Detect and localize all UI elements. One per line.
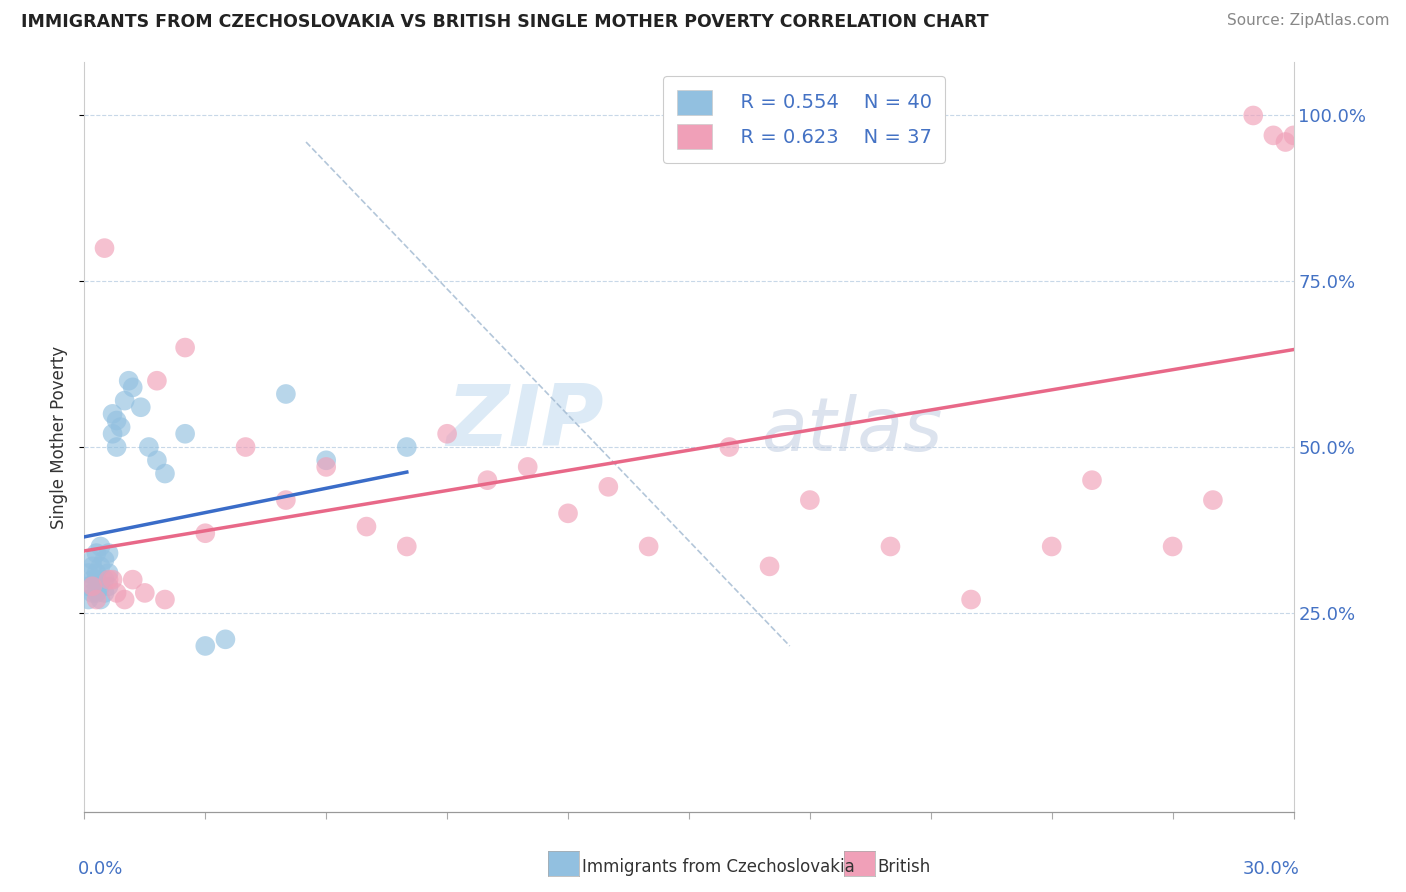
Point	[356, 519, 378, 533]
Point	[637, 540, 659, 554]
Point	[134, 586, 156, 600]
Point	[82, 586, 104, 600]
Point	[97, 579, 120, 593]
Point	[235, 818, 257, 832]
Point	[194, 639, 217, 653]
Point	[557, 506, 579, 520]
Point	[315, 459, 337, 474]
Point	[114, 393, 136, 408]
Point	[77, 566, 100, 580]
Point	[105, 413, 128, 427]
Text: 0.0%: 0.0%	[79, 861, 124, 879]
Point	[101, 426, 124, 441]
Point	[598, 480, 620, 494]
Point	[879, 540, 901, 554]
Text: British: British	[877, 858, 931, 876]
Point	[86, 546, 108, 560]
Point	[395, 440, 418, 454]
Point	[1040, 540, 1063, 554]
Text: ZIP: ZIP	[447, 381, 605, 464]
Text: Source: ZipAtlas.com: Source: ZipAtlas.com	[1226, 13, 1389, 29]
Point	[97, 573, 120, 587]
Point	[477, 473, 499, 487]
Point	[194, 526, 217, 541]
Point	[97, 566, 120, 580]
Point	[138, 440, 160, 454]
Point	[274, 387, 297, 401]
Point	[1274, 135, 1296, 149]
Point	[86, 566, 108, 580]
Text: Immigrants from Czechoslovakia: Immigrants from Czechoslovakia	[582, 858, 855, 876]
Point	[97, 546, 120, 560]
Point	[101, 573, 124, 587]
Point	[82, 573, 104, 587]
Point	[129, 401, 152, 415]
Point	[758, 559, 780, 574]
Point	[174, 426, 197, 441]
Point	[105, 586, 128, 600]
Point	[93, 241, 115, 255]
Point	[101, 407, 124, 421]
Point	[89, 559, 111, 574]
Text: IMMIGRANTS FROM CZECHOSLOVAKIA VS BRITISH SINGLE MOTHER POVERTY CORRELATION CHAR: IMMIGRANTS FROM CZECHOSLOVAKIA VS BRITIS…	[21, 13, 988, 31]
Point	[110, 420, 132, 434]
Point	[1282, 128, 1305, 143]
Point	[153, 467, 176, 481]
Point	[960, 592, 983, 607]
Point	[1202, 493, 1225, 508]
Point	[77, 579, 100, 593]
Point	[86, 586, 108, 600]
Point	[274, 493, 297, 508]
Point	[146, 374, 169, 388]
Point	[114, 592, 136, 607]
Y-axis label: Single Mother Poverty: Single Mother Poverty	[51, 345, 69, 529]
Point	[174, 341, 197, 355]
Point	[1263, 128, 1285, 143]
Point	[121, 380, 143, 394]
Point	[1081, 473, 1104, 487]
Point	[235, 440, 257, 454]
Point	[1241, 108, 1264, 122]
Point	[121, 573, 143, 587]
Point	[86, 573, 108, 587]
Point	[315, 453, 337, 467]
Point	[89, 592, 111, 607]
Point	[86, 592, 108, 607]
Point	[799, 493, 821, 508]
Point	[395, 540, 418, 554]
Point	[436, 426, 458, 441]
Point	[93, 553, 115, 567]
Text: 30.0%: 30.0%	[1243, 861, 1299, 879]
Point	[516, 459, 538, 474]
Point	[93, 586, 115, 600]
Point	[214, 632, 236, 647]
Point	[89, 540, 111, 554]
Point	[82, 559, 104, 574]
Point	[89, 579, 111, 593]
Point	[77, 592, 100, 607]
Point	[153, 592, 176, 607]
Legend:   R = 0.554    N = 40,   R = 0.623    N = 37: R = 0.554 N = 40, R = 0.623 N = 37	[664, 76, 945, 163]
Point	[93, 573, 115, 587]
Point	[82, 579, 104, 593]
Point	[105, 440, 128, 454]
Text: atlas: atlas	[762, 393, 943, 466]
Point	[718, 440, 741, 454]
Point	[82, 553, 104, 567]
Point	[146, 453, 169, 467]
Point	[1161, 540, 1184, 554]
Point	[118, 374, 141, 388]
